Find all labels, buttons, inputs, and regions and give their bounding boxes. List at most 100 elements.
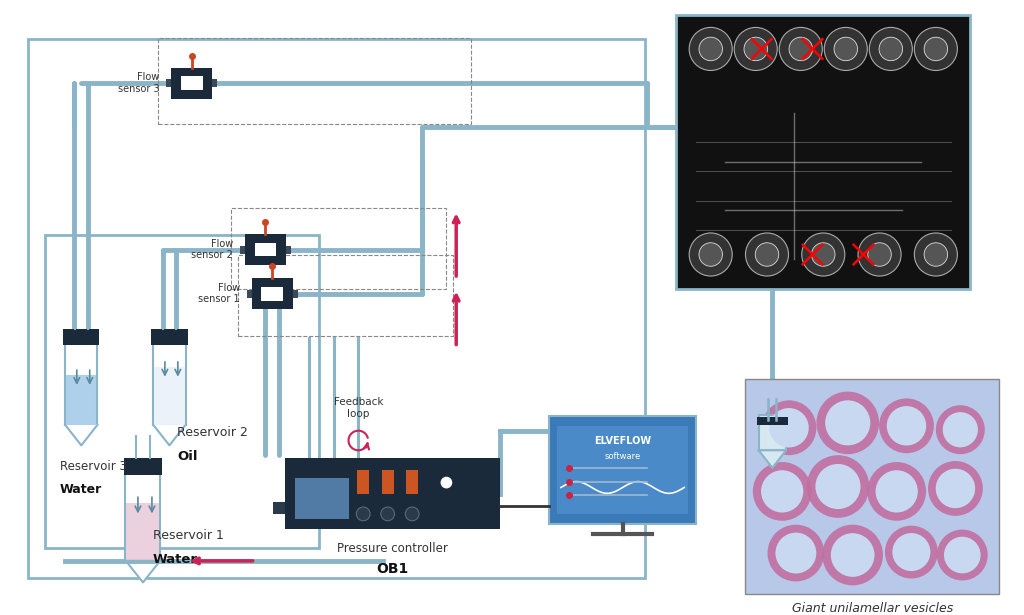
Polygon shape: [759, 450, 786, 468]
Circle shape: [822, 525, 883, 585]
Circle shape: [924, 37, 947, 61]
Circle shape: [924, 243, 947, 266]
Circle shape: [762, 400, 816, 455]
Bar: [126, 472, 161, 560]
Circle shape: [753, 462, 812, 521]
Text: Oil: Oil: [177, 450, 198, 463]
Bar: [293, 290, 298, 298]
Circle shape: [879, 37, 902, 61]
Text: Flow
sensor 3: Flow sensor 3: [118, 73, 160, 94]
Bar: [158, 38, 471, 124]
Circle shape: [775, 533, 816, 574]
Circle shape: [761, 470, 803, 512]
Text: software: software: [604, 452, 641, 461]
Bar: [295, 478, 348, 519]
Bar: [245, 234, 286, 265]
Bar: [757, 417, 788, 425]
Bar: [261, 287, 283, 301]
Circle shape: [815, 464, 860, 509]
Circle shape: [825, 400, 870, 445]
Bar: [357, 470, 369, 494]
Polygon shape: [154, 425, 185, 445]
Circle shape: [830, 533, 874, 577]
Circle shape: [812, 243, 835, 266]
Bar: [240, 246, 245, 253]
Bar: [155, 367, 184, 425]
Polygon shape: [126, 560, 161, 582]
Bar: [124, 458, 163, 475]
Circle shape: [944, 537, 981, 573]
Circle shape: [756, 243, 778, 266]
Text: Pressure controller: Pressure controller: [337, 542, 449, 555]
Bar: [63, 329, 99, 346]
Bar: [285, 458, 501, 528]
Circle shape: [858, 233, 901, 276]
Circle shape: [699, 37, 723, 61]
Bar: [231, 208, 446, 289]
Bar: [66, 343, 97, 425]
Text: OB1: OB1: [377, 562, 409, 576]
Polygon shape: [66, 425, 97, 445]
Circle shape: [936, 405, 985, 454]
Circle shape: [779, 28, 822, 71]
Text: Reservoir 3: Reservoir 3: [59, 460, 127, 473]
Circle shape: [767, 525, 824, 581]
Circle shape: [869, 28, 912, 71]
Bar: [549, 416, 696, 524]
Circle shape: [802, 233, 845, 276]
Bar: [154, 343, 185, 425]
Bar: [677, 15, 970, 289]
Bar: [181, 76, 203, 90]
Bar: [167, 79, 171, 87]
Bar: [238, 255, 454, 336]
Bar: [557, 426, 688, 514]
Text: Flow
sensor 1: Flow sensor 1: [199, 283, 240, 304]
Circle shape: [381, 507, 394, 521]
Circle shape: [689, 233, 732, 276]
Circle shape: [937, 530, 988, 581]
Circle shape: [943, 412, 978, 447]
Bar: [247, 290, 252, 298]
Circle shape: [867, 462, 926, 521]
Circle shape: [824, 28, 867, 71]
Circle shape: [406, 507, 419, 521]
Bar: [382, 470, 393, 494]
Text: Water: Water: [59, 483, 102, 496]
Bar: [212, 79, 217, 87]
Circle shape: [816, 392, 879, 454]
Bar: [745, 379, 999, 594]
Circle shape: [892, 533, 931, 571]
Text: Reservoir 2: Reservoir 2: [177, 426, 248, 439]
Circle shape: [834, 37, 857, 61]
Bar: [67, 376, 96, 425]
Text: Water: Water: [153, 553, 198, 566]
Circle shape: [867, 243, 891, 266]
Circle shape: [914, 233, 957, 276]
Text: Reservoir 1: Reservoir 1: [153, 528, 223, 542]
Circle shape: [914, 28, 957, 71]
Text: ELVEFLOW: ELVEFLOW: [594, 435, 651, 446]
Circle shape: [885, 526, 938, 579]
Circle shape: [887, 406, 927, 445]
Circle shape: [936, 469, 975, 508]
Circle shape: [440, 477, 453, 488]
Circle shape: [807, 455, 869, 518]
Circle shape: [790, 37, 812, 61]
Circle shape: [734, 28, 777, 71]
Bar: [29, 39, 645, 577]
Circle shape: [689, 28, 732, 71]
Bar: [273, 502, 285, 514]
Bar: [126, 503, 160, 560]
Circle shape: [744, 37, 767, 61]
Bar: [152, 329, 187, 346]
Circle shape: [879, 399, 934, 453]
Circle shape: [928, 461, 983, 516]
Text: Flow
sensor 2: Flow sensor 2: [191, 239, 233, 260]
Text: Giant unilamellar vesicles: Giant unilamellar vesicles: [792, 602, 953, 615]
Bar: [759, 415, 786, 450]
Bar: [252, 278, 293, 309]
Bar: [255, 243, 276, 256]
Bar: [45, 235, 319, 548]
Text: Feedback
loop: Feedback loop: [334, 397, 383, 419]
Circle shape: [699, 243, 723, 266]
